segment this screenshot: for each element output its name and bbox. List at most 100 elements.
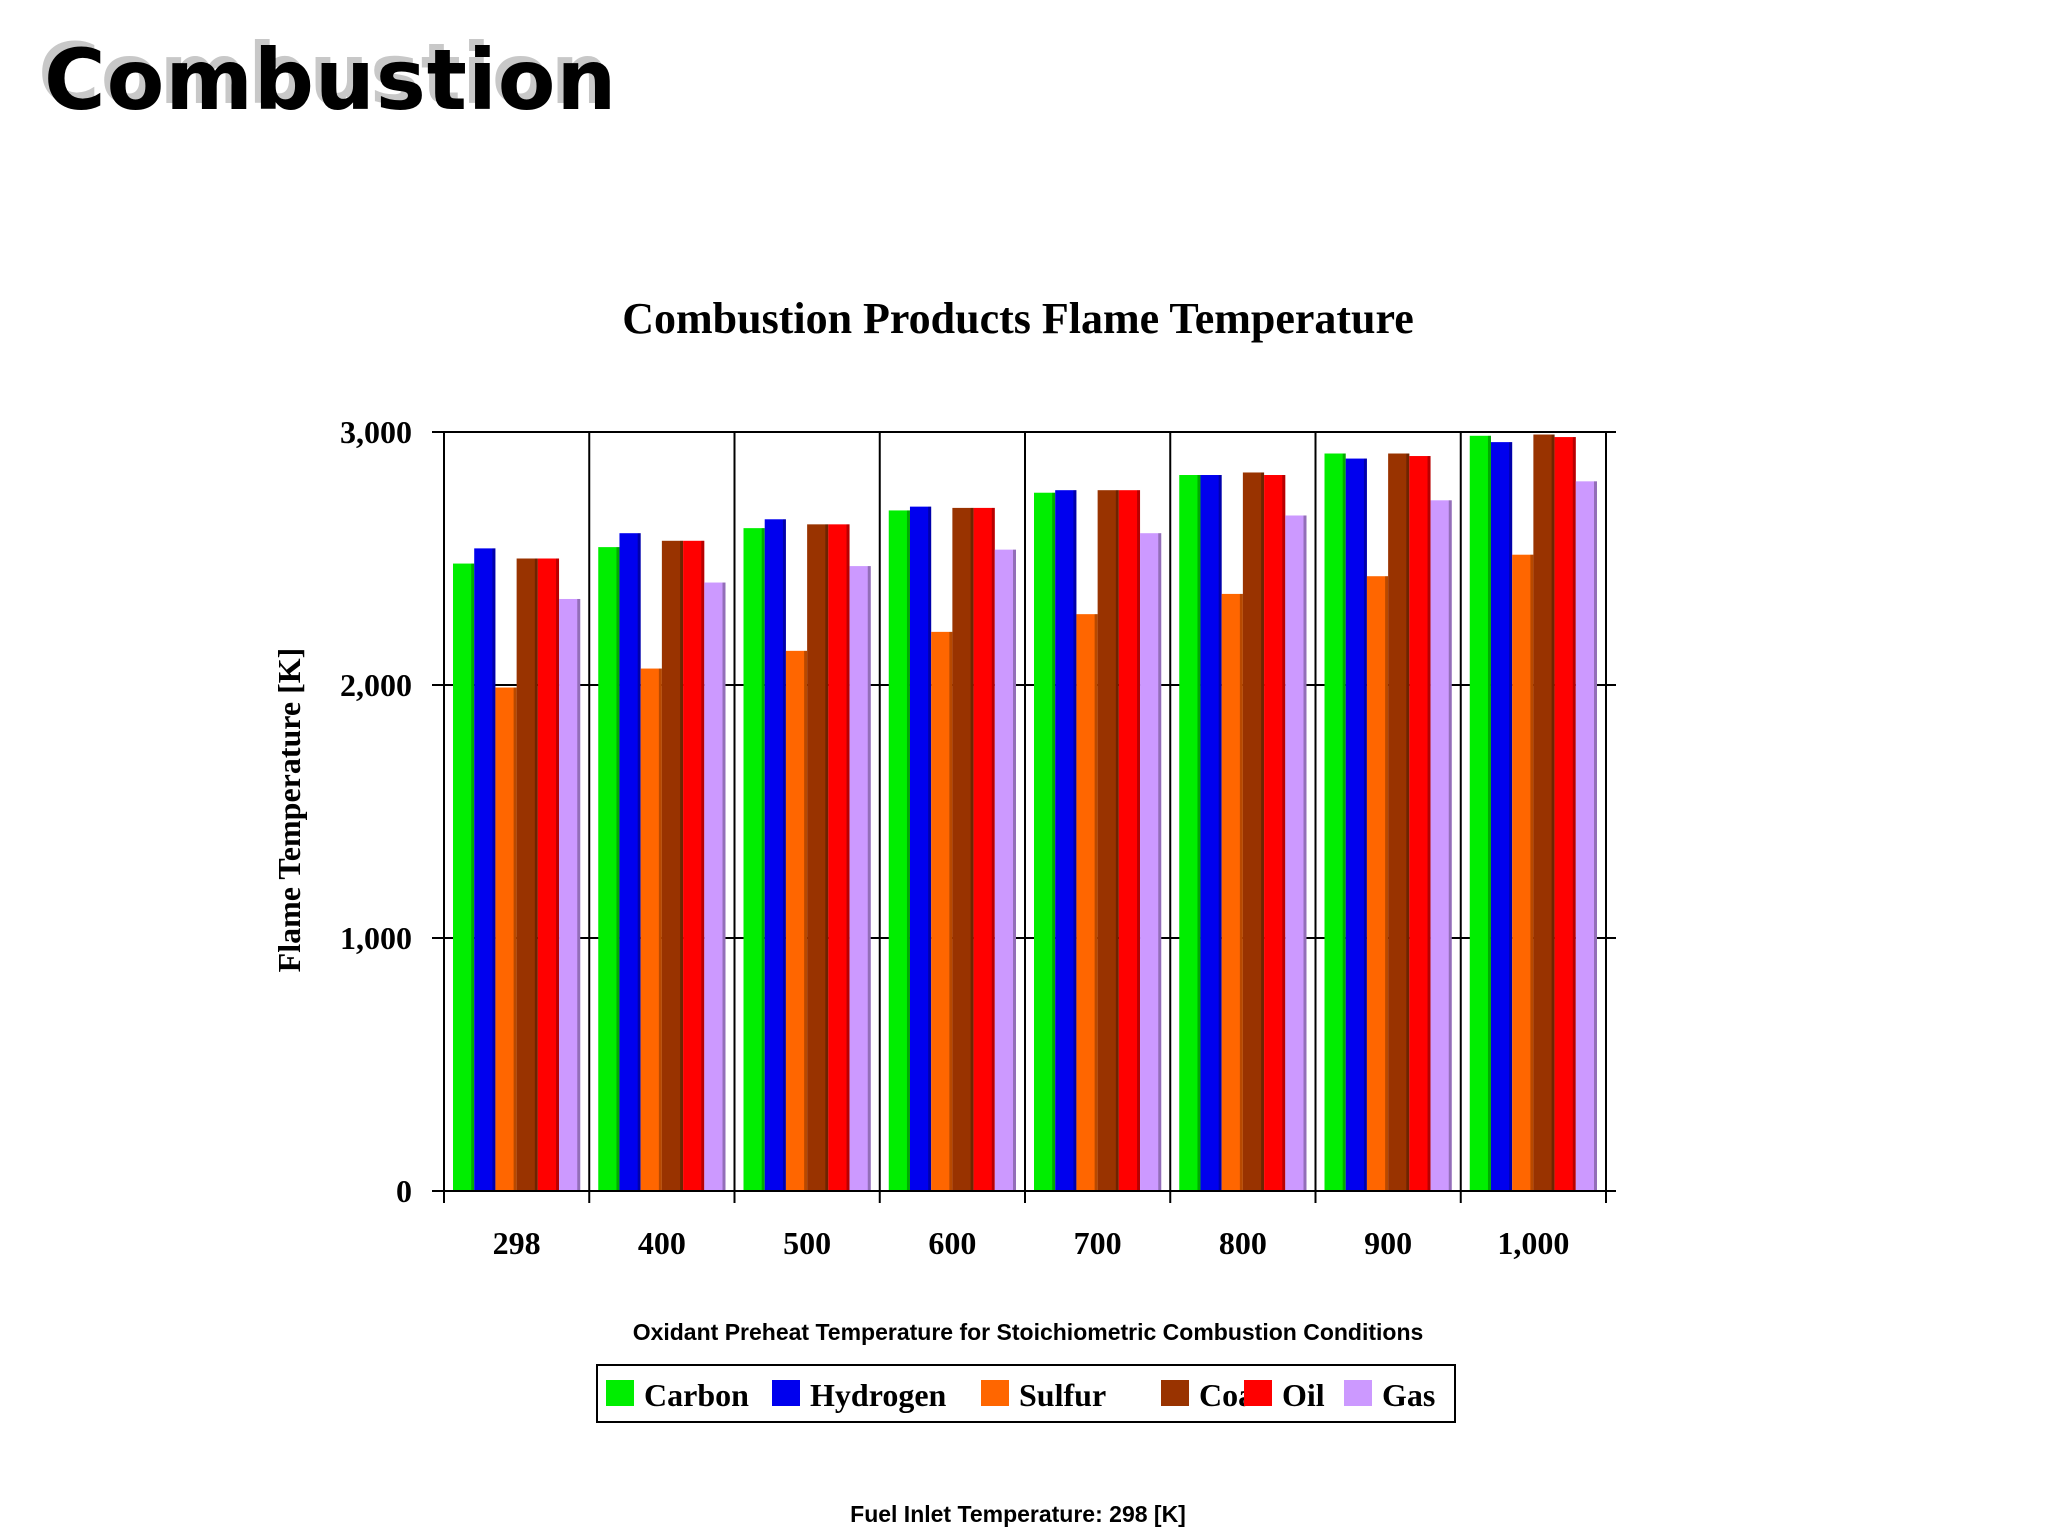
bar-face xyxy=(952,507,974,1191)
legend-label: Hydrogen xyxy=(810,1377,947,1413)
x-tick-label: 800 xyxy=(1219,1225,1267,1261)
bar-side xyxy=(1551,434,1555,1191)
bar-coal-400 xyxy=(661,540,684,1191)
y-tick-label: 2,000 xyxy=(340,667,412,703)
bar-face xyxy=(807,524,829,1191)
bar-hydrogen-1000 xyxy=(1490,442,1513,1191)
bar-side xyxy=(722,582,726,1191)
bar-side xyxy=(1530,554,1534,1191)
bar-face xyxy=(1179,475,1201,1191)
bar-face xyxy=(1366,576,1389,1191)
bar-face xyxy=(1490,442,1513,1191)
bar-oil-600 xyxy=(973,507,995,1191)
legend-label: Carbon xyxy=(644,1377,749,1413)
bar-face xyxy=(743,528,765,1191)
bar-face xyxy=(598,547,620,1191)
legend-item-carbon: Carbon xyxy=(606,1377,749,1413)
bar-face xyxy=(994,549,1016,1191)
y-axis-label: Flame Temperature [K] xyxy=(271,648,307,973)
legend-swatch xyxy=(772,1380,800,1406)
bar-face xyxy=(1118,490,1141,1191)
bar-face xyxy=(683,540,705,1191)
bar-side xyxy=(680,540,684,1191)
bar-face xyxy=(828,524,850,1191)
bar-side xyxy=(1342,453,1346,1191)
y-tick-label: 1,000 xyxy=(340,920,412,956)
bar-face xyxy=(1097,490,1119,1191)
bar-face xyxy=(1242,472,1265,1192)
bar-face xyxy=(559,598,581,1191)
bar-sulfur-900 xyxy=(1366,576,1389,1191)
legend-item-hydrogen: Hydrogen xyxy=(772,1377,947,1413)
bar-side xyxy=(782,519,786,1191)
bar-side xyxy=(1052,492,1056,1192)
legend: Carbon Hydrogen Sulfur Coal Oil Gas xyxy=(596,1364,1456,1423)
y-tick-label: 0 xyxy=(396,1173,412,1209)
x-axis-label: Oxidant Preheat Temperature for Stoichio… xyxy=(633,1319,1424,1345)
bar-side xyxy=(867,566,871,1191)
bar-face xyxy=(704,582,726,1191)
chart-title: Combustion Products Flame Temperature xyxy=(622,294,1414,343)
bar-side xyxy=(1363,458,1367,1191)
bar-side xyxy=(761,528,765,1191)
bar-coal-500 xyxy=(807,524,829,1191)
bar-face xyxy=(849,566,871,1191)
bar-face xyxy=(1512,554,1534,1191)
x-tick-label: 700 xyxy=(1074,1225,1122,1261)
bar-face xyxy=(640,668,662,1191)
bar-coal-298 xyxy=(516,558,538,1191)
plot-frame xyxy=(443,431,1607,1192)
bar-carbon-800 xyxy=(1179,475,1201,1191)
footnote: Fuel Inlet Temperature: 298 [K] xyxy=(850,1501,1186,1527)
bar-face xyxy=(1034,492,1056,1192)
bar-sulfur-700 xyxy=(1076,614,1098,1191)
bar-coal-1000 xyxy=(1533,434,1555,1191)
bar-gas-298 xyxy=(559,598,581,1191)
bar-side xyxy=(1261,472,1265,1192)
legend-label: Sulfur xyxy=(1019,1377,1106,1413)
bar-coal-600 xyxy=(952,507,974,1191)
bar-face xyxy=(1055,490,1077,1191)
bar-side xyxy=(1115,490,1119,1191)
bar-face xyxy=(888,510,910,1191)
bar-side xyxy=(1137,490,1141,1191)
bar-face xyxy=(1221,593,1243,1191)
slide-title: Combustion xyxy=(44,31,618,129)
legend-swatch xyxy=(1344,1380,1372,1406)
bar-side xyxy=(658,668,662,1191)
legend-swatch xyxy=(981,1380,1009,1406)
bar-carbon-700 xyxy=(1034,492,1056,1192)
bar-carbon-1000 xyxy=(1469,435,1491,1191)
bar-oil-1000 xyxy=(1554,437,1576,1191)
legend-swatch xyxy=(1161,1380,1189,1406)
bar-face xyxy=(764,519,786,1191)
bar-side xyxy=(1406,453,1410,1191)
plot-area: 0 1,000 2,000 3,000 298 400 500 600 700 800 900 1,0… xyxy=(340,414,1616,1261)
bar-hydrogen-900 xyxy=(1345,458,1367,1191)
bar-face xyxy=(1469,435,1491,1191)
bar-face xyxy=(661,540,684,1191)
bar-sulfur-600 xyxy=(931,631,953,1191)
bar-side xyxy=(556,558,560,1191)
x-tick-label: 1,000 xyxy=(1497,1225,1569,1261)
bar-face xyxy=(1264,475,1286,1191)
bar-coal-900 xyxy=(1388,453,1410,1191)
bar-side xyxy=(577,598,581,1191)
bar-face xyxy=(516,558,538,1191)
bar-side xyxy=(1572,437,1576,1191)
bar-gas-700 xyxy=(1140,533,1162,1191)
bar-side xyxy=(701,540,705,1191)
bar-gas-800 xyxy=(1285,515,1307,1191)
legend-label: Oil xyxy=(1282,1377,1325,1413)
bar-side xyxy=(1218,475,1222,1191)
bar-side xyxy=(534,558,538,1191)
bar-face xyxy=(1345,458,1367,1191)
bar-side xyxy=(616,547,620,1191)
bar-side xyxy=(1487,435,1491,1191)
legend-item-sulfur: Sulfur xyxy=(981,1377,1106,1413)
bar-side xyxy=(513,687,517,1191)
bar-carbon-298 xyxy=(453,563,475,1191)
bar-face xyxy=(1430,500,1452,1191)
bar-oil-500 xyxy=(828,524,850,1191)
